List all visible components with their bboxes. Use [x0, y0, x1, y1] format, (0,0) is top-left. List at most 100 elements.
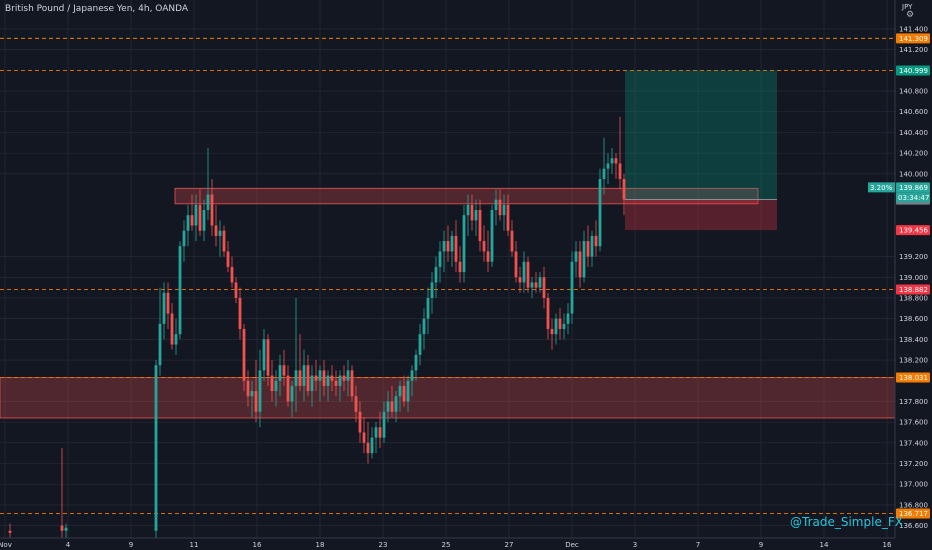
price-tag-label: 140.999	[899, 67, 928, 75]
price-tags: 141.309140.999139.869139.751139.456138.8…	[868, 33, 930, 519]
candle-body	[170, 313, 174, 345]
candle-body	[290, 385, 294, 402]
candle-body	[198, 204, 202, 231]
countdown-label: 03:34:47	[898, 194, 929, 202]
candle-body	[422, 318, 426, 335]
candle-body	[306, 365, 310, 392]
y-tick-label: 140.400	[899, 129, 928, 137]
time-axis[interactable]: Nov 4 9 11 16 18 23 25 27 Dec 3 7 9 14 16	[0, 537, 895, 549]
currency-label: JPY	[902, 3, 913, 11]
candle-body	[246, 380, 250, 397]
candle-body	[302, 365, 306, 386]
horizontal-levels	[0, 37, 895, 514]
candle-body	[546, 297, 550, 330]
candle-body	[366, 442, 370, 454]
x-tick-label: 16	[253, 541, 262, 549]
y-tick-label: 138.400	[899, 336, 928, 344]
candle-body	[470, 204, 474, 221]
candle-body	[478, 210, 482, 242]
candle-body	[462, 215, 466, 273]
target-zone[interactable]	[625, 70, 777, 200]
candle-body	[414, 354, 418, 371]
x-tick-label: 23	[379, 541, 388, 549]
candle-body	[298, 370, 302, 386]
y-tick-label: 139.000	[899, 274, 928, 282]
candle-body	[210, 194, 214, 226]
y-tick-label: 140.600	[899, 108, 928, 116]
price-tag-bg	[896, 284, 930, 295]
candle-body	[334, 380, 338, 386]
price-tag-bg	[896, 33, 930, 44]
y-tick-label: 136.600	[899, 522, 928, 530]
candle-body	[230, 266, 234, 283]
settings-icon[interactable]: ⚙	[906, 10, 915, 20]
x-tick-label: 14	[820, 541, 829, 549]
candle-body	[386, 401, 390, 412]
x-tick-label: 27	[505, 541, 514, 549]
candle-body	[178, 246, 182, 335]
long-position-tool[interactable]	[625, 70, 777, 231]
y-tick-label: 137.000	[899, 481, 928, 489]
candle-body	[602, 168, 606, 179]
candle-body	[238, 297, 242, 330]
y-tick-label: 140.800	[899, 88, 928, 96]
candle-body	[390, 401, 394, 412]
price-tag-bg	[896, 225, 930, 236]
candles	[8, 116, 626, 538]
y-tick-label: 138.600	[899, 315, 928, 323]
y-tick-label: 137.600	[899, 419, 928, 427]
stop-zone[interactable]	[625, 199, 777, 231]
price-axis[interactable]: 141.400 141.200 140.800 140.600 140.400 140.2…	[894, 0, 932, 550]
candle-body	[450, 235, 454, 252]
candle-body	[362, 432, 366, 443]
candle-body	[182, 230, 186, 247]
candle-body	[354, 396, 358, 412]
candle-body	[570, 261, 574, 314]
candle-body	[594, 235, 598, 247]
candle-body	[338, 375, 342, 386]
candle-body	[538, 277, 542, 288]
candle-body	[402, 385, 406, 402]
candle-body	[186, 215, 190, 231]
candle-body	[522, 261, 526, 283]
candle-body	[350, 370, 354, 397]
candle-body	[554, 318, 558, 335]
watermark: @Trade_Simple_FX	[790, 515, 903, 529]
y-tick-label: 141.200	[899, 46, 928, 54]
x-tick-label: 4	[66, 541, 71, 549]
candle-body	[158, 323, 162, 366]
candle-body	[166, 292, 170, 314]
change-badge	[868, 182, 895, 193]
candle-body	[434, 266, 438, 283]
price-tag-bg	[896, 65, 930, 76]
y-tick-label: 136.800	[899, 501, 928, 509]
candle-body	[314, 375, 318, 381]
candle-body	[562, 323, 566, 330]
x-tick-label: 25	[442, 541, 451, 549]
candle-body	[614, 158, 618, 164]
price-axis-bg	[895, 0, 932, 550]
x-tick-label: 7	[696, 541, 700, 549]
y-tick-label: 138.800	[899, 294, 928, 302]
price-tag-label: 138.031	[899, 374, 928, 382]
price-tag-label: 141.309	[899, 35, 928, 43]
change-label: 3.20%	[870, 184, 893, 192]
candle-body	[234, 282, 238, 298]
zone-resistance[interactable]	[174, 187, 759, 205]
x-tick-label: 9	[129, 541, 133, 549]
candle-body	[262, 339, 266, 371]
candle-body	[374, 427, 378, 438]
candle-body	[266, 339, 270, 376]
candle-body	[410, 370, 414, 381]
candle-body	[286, 375, 290, 402]
candle-body	[64, 527, 68, 531]
candle-body	[190, 215, 194, 226]
price-tag-bg	[896, 372, 930, 383]
candle-body	[406, 380, 410, 402]
y-tick-label: 138.200	[899, 357, 928, 365]
x-tick-label: Nov	[0, 541, 12, 549]
candle-body	[590, 235, 594, 257]
zone-support[interactable]	[0, 377, 896, 419]
candle-body	[458, 261, 462, 273]
